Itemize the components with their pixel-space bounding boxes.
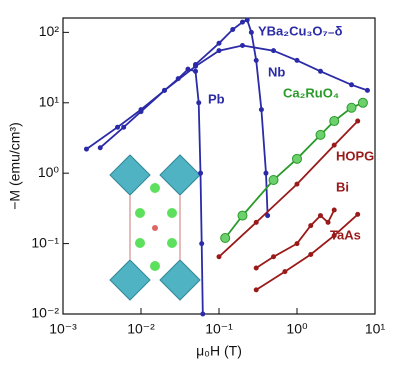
series-line [196, 20, 268, 216]
x-tick-label: 10⁻² [127, 321, 155, 337]
series-label: HOPG [336, 148, 374, 163]
data-point [221, 234, 230, 243]
series-label: Pb [208, 91, 225, 106]
x-tick-label: 10⁻³ [49, 321, 77, 337]
y-tick-label: 10¹ [39, 93, 60, 109]
series-label: Ca₂RuO₄ [283, 85, 339, 100]
data-point [194, 62, 198, 66]
data-point [254, 266, 258, 270]
data-point [200, 242, 204, 246]
series-line [256, 210, 334, 268]
data-point [199, 171, 203, 175]
data-point [259, 108, 263, 112]
data-point [176, 77, 180, 81]
data-point [295, 182, 299, 186]
data-point [347, 103, 356, 112]
data-point [122, 125, 126, 129]
data-point [162, 88, 166, 92]
data-point [356, 212, 360, 216]
data-point [316, 130, 325, 139]
data-point [283, 270, 287, 274]
series-label: Nb [268, 64, 285, 79]
x-tick-label: 10¹ [365, 321, 386, 337]
data-point [217, 41, 221, 45]
x-axis-label: μ₀H (T) [196, 343, 242, 359]
data-point [238, 211, 247, 220]
data-point [326, 220, 330, 224]
series-label: YBa₂Cu₃O₇₋δ [258, 23, 343, 38]
data-point [217, 255, 221, 259]
y-tick-label: 10⁻² [31, 305, 59, 321]
chart: μ₀H (T) −M (emu/cm³) 10⁻³10⁻²10⁻¹10⁰10¹1… [0, 0, 398, 374]
data-point [269, 176, 278, 185]
data-point [240, 20, 244, 24]
series-line [256, 214, 358, 290]
data-point [254, 58, 258, 62]
data-point [194, 69, 198, 73]
data-point [116, 125, 120, 129]
data-point [318, 69, 322, 73]
data-point [295, 58, 299, 62]
x-tick-label: 10⁻¹ [205, 321, 233, 337]
data-point [356, 119, 360, 123]
y-axis-label: −M (emu/cm³) [7, 122, 23, 210]
data-point [254, 220, 258, 224]
data-point [249, 30, 253, 34]
data-point [332, 143, 336, 147]
data-point [84, 147, 88, 151]
series-label: TaAs [330, 227, 361, 242]
data-point [254, 288, 258, 292]
x-tick-label: 10⁰ [286, 321, 308, 337]
data-point [245, 18, 249, 22]
data-point [332, 208, 336, 212]
y-tick-label: 10⁰ [38, 164, 60, 180]
plot-frame [63, 18, 375, 314]
y-tick-label: 10² [39, 23, 60, 39]
data-point [264, 171, 268, 175]
data-point [139, 110, 143, 114]
data-point [309, 252, 313, 256]
data-point [272, 255, 276, 259]
data-point [217, 49, 221, 53]
series-label: Bi [336, 179, 349, 194]
data-point [98, 146, 102, 150]
y-tick-label: 10⁻¹ [31, 234, 59, 250]
data-point [231, 27, 235, 31]
data-point [309, 224, 313, 228]
data-point [330, 117, 339, 126]
data-point [186, 67, 190, 71]
data-point [365, 88, 369, 92]
data-point [272, 49, 276, 53]
data-point [240, 44, 244, 48]
data-point [358, 98, 367, 107]
data-point [197, 101, 201, 105]
data-point [201, 312, 205, 316]
crystal-inset [110, 155, 200, 300]
data-point [293, 154, 302, 163]
data-point [295, 242, 299, 246]
data-point [318, 214, 322, 218]
data-point [350, 83, 354, 87]
